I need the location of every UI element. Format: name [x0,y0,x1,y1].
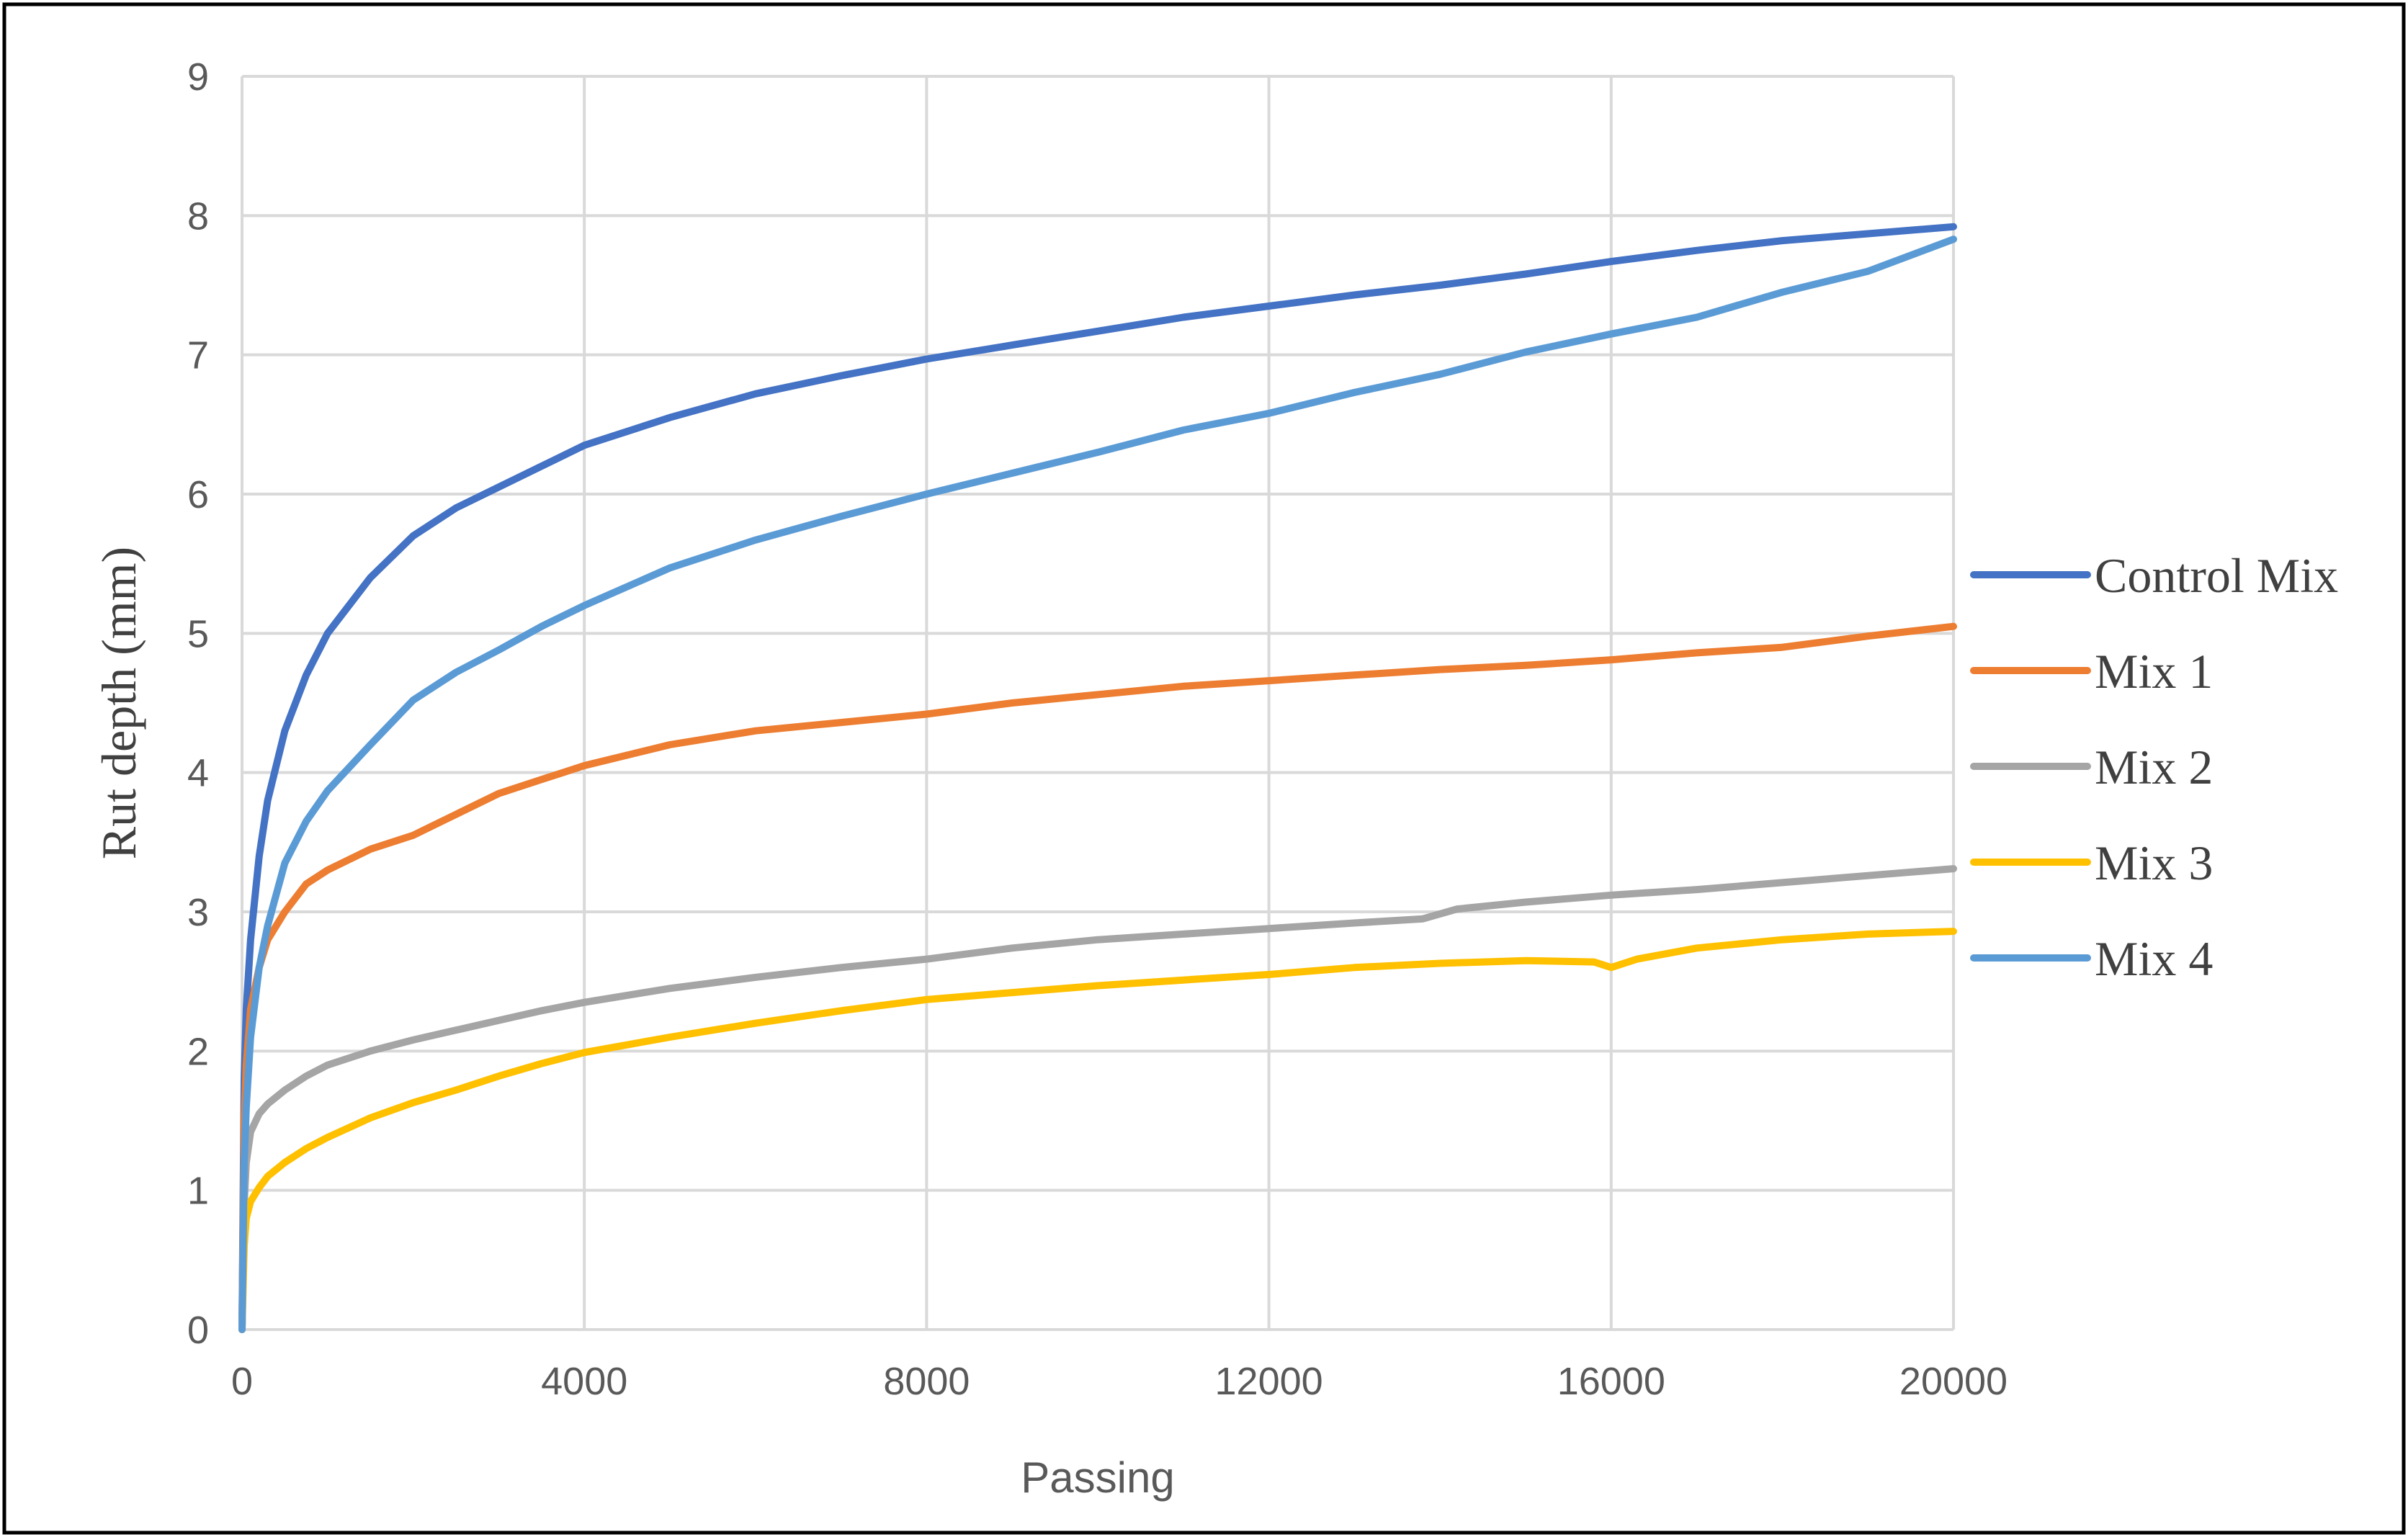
legend-label: Mix 2 [2095,740,2213,794]
y-axis-title: Rut depth (mm) [91,547,146,859]
y-tick-label: 0 [187,1309,209,1352]
x-tick-label: 16000 [1557,1360,1665,1403]
x-tick-label: 8000 [883,1360,970,1403]
tick-labels: 0 4000 8000 12000 16000 20000 0 1 2 3 4 5 6 7 8 9 [187,55,2008,1403]
x-axis-title: Passing [1021,1453,1174,1502]
legend-label: Mix 3 [2095,835,2213,890]
legend-label: Mix 1 [2095,644,2213,699]
series-line-mix-4 [238,236,1957,1333]
x-tick-label: 20000 [1899,1360,2008,1403]
x-tick-label: 4000 [541,1360,627,1403]
series-line-mix-2 [238,865,1957,1333]
x-tick-label: 0 [231,1360,253,1403]
legend: Control Mix Mix 1 Mix 2 Mix 3 Mix 4 [1970,548,2338,986]
y-tick-label: 6 [187,473,209,516]
series-lines [238,223,1957,1333]
y-tick-label: 4 [187,752,209,795]
y-tick-label: 9 [187,55,209,99]
x-tick-label: 12000 [1215,1360,1323,1403]
y-tick-label: 2 [187,1030,209,1073]
series-line-control-mix [238,223,1957,1333]
y-tick-label: 1 [187,1170,209,1213]
y-tick-label: 5 [187,612,209,655]
legend-label: Mix 4 [2095,931,2213,986]
y-tick-label: 7 [187,334,209,377]
series-line-mix-3 [238,928,1957,1333]
y-tick-label: 8 [187,194,209,238]
legend-label: Control Mix [2095,548,2338,603]
y-tick-label: 3 [187,891,209,934]
